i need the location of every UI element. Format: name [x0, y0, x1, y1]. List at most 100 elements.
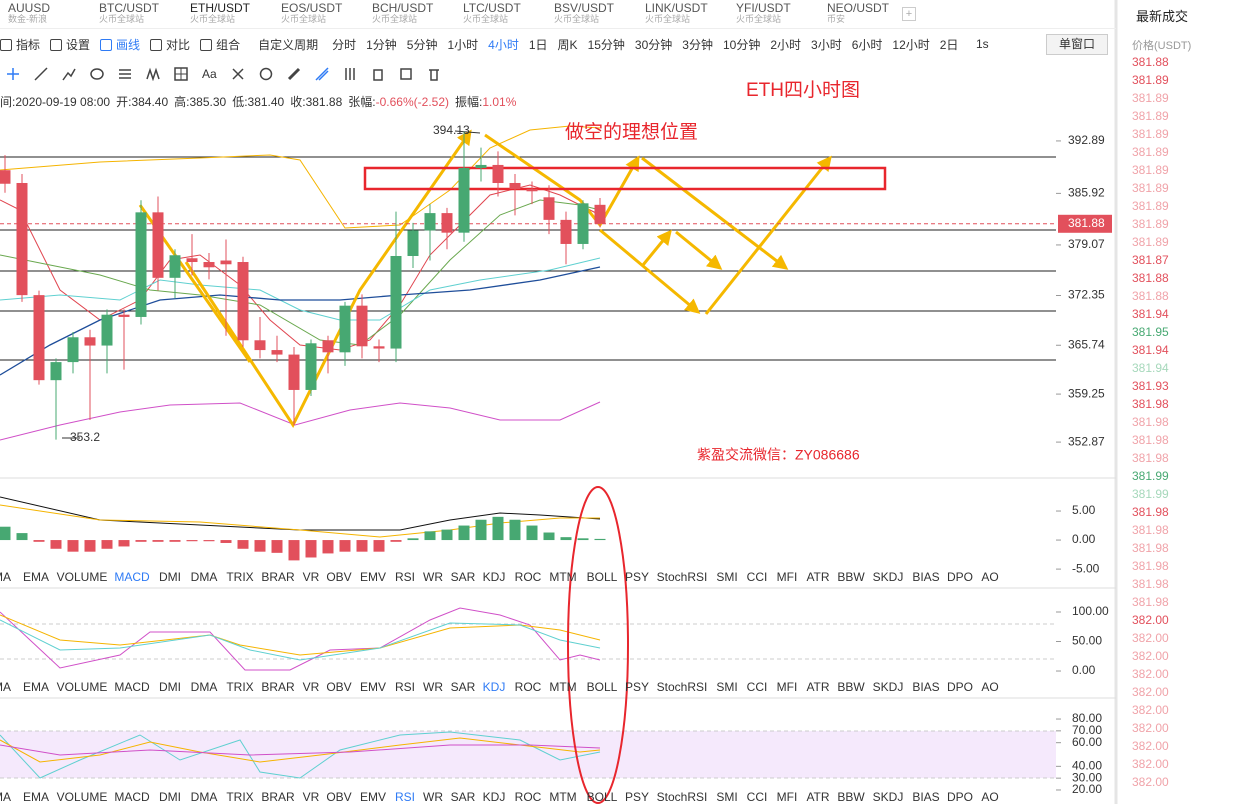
- indicator-tab[interactable]: ROC: [515, 570, 542, 584]
- period-button[interactable]: 周K: [557, 37, 578, 52]
- indicator-tab[interactable]: WR: [423, 570, 443, 584]
- indicator-tab[interactable]: VOLUME: [57, 570, 108, 584]
- indicator-tab[interactable]: RSI: [395, 790, 415, 804]
- indicator-tab[interactable]: MACD: [114, 570, 150, 584]
- period-button[interactable]: 4小时: [488, 37, 519, 52]
- indicator-tab[interactable]: RSI: [395, 570, 415, 584]
- window-select[interactable]: 单窗口: [1046, 34, 1108, 55]
- indicator-tab[interactable]: DPO: [947, 570, 973, 584]
- indicator-tab[interactable]: SMI: [716, 790, 737, 804]
- period-button[interactable]: 6小时: [851, 37, 883, 52]
- indicator-tab[interactable]: SMI: [716, 570, 737, 584]
- indicator-tab[interactable]: TRIX: [226, 790, 253, 804]
- indicator-tab[interactable]: AO: [981, 570, 998, 584]
- tab[interactable]: BTC/USDT 火币全球站: [91, 2, 182, 25]
- icon[interactable]: [427, 67, 441, 81]
- indicator-tab[interactable]: ATR: [806, 790, 829, 804]
- indicator-tab[interactable]: SAR: [451, 790, 476, 804]
- tab[interactable]: ETH/USDT 火币全球站: [182, 2, 273, 25]
- indicator-tab[interactable]: WR: [423, 790, 443, 804]
- indicator-tab[interactable]: RSI: [395, 680, 415, 694]
- add-tab[interactable]: +: [902, 7, 916, 21]
- period-button[interactable]: 5分钟: [406, 37, 438, 52]
- tool-button[interactable]: 对比: [150, 36, 190, 53]
- indicator-tab[interactable]: MTM: [549, 790, 576, 804]
- icon[interactable]: [231, 67, 245, 81]
- period-button[interactable]: 3小时: [811, 37, 842, 52]
- period-button[interactable]: 12小时: [892, 37, 930, 52]
- indicator-tab[interactable]: BBW: [837, 790, 865, 804]
- indicator-tab[interactable]: OBV: [326, 680, 351, 694]
- indicator-tab[interactable]: EMA: [23, 790, 49, 804]
- indicator-tab[interactable]: SMI: [716, 680, 737, 694]
- speed[interactable]: 1s: [976, 37, 989, 51]
- icon[interactable]: [6, 67, 20, 81]
- tab[interactable]: AUUSD 数金-新浪: [0, 2, 91, 25]
- indicator-tab[interactable]: DMA: [191, 570, 218, 584]
- indicator-tab[interactable]: SKDJ: [873, 680, 904, 694]
- icon[interactable]: [146, 67, 160, 81]
- indicator-tab[interactable]: CCI: [747, 570, 768, 584]
- tool-button[interactable]: 设置: [50, 36, 90, 53]
- indicator-tab[interactable]: BIAS: [912, 680, 939, 694]
- indicator-tab[interactable]: SAR: [451, 570, 476, 584]
- indicator-tab[interactable]: StochRSI: [657, 570, 708, 584]
- indicator-tab[interactable]: SKDJ: [873, 570, 904, 584]
- indicator-tab[interactable]: VR: [303, 680, 320, 694]
- indicator-tab[interactable]: BOLL: [587, 570, 618, 584]
- indicator-tab[interactable]: BRAR: [261, 570, 295, 584]
- indicator-tab[interactable]: BBW: [837, 570, 865, 584]
- indicator-tab[interactable]: AO: [981, 680, 998, 694]
- indicator-tab[interactable]: ROC: [515, 790, 542, 804]
- indicator-tab[interactable]: MACD: [114, 680, 150, 694]
- tool-button[interactable]: 画线: [100, 36, 140, 53]
- icon[interactable]: [343, 67, 357, 81]
- indicator-tab[interactable]: DMI: [159, 680, 181, 694]
- indicator-tab[interactable]: DMI: [159, 790, 181, 804]
- indicator-tab[interactable]: VOLUME: [57, 790, 108, 804]
- indicator-tab[interactable]: MACD: [114, 790, 150, 804]
- icon[interactable]: [90, 67, 104, 81]
- indicator-tab[interactable]: PSY: [625, 790, 649, 804]
- indicator-tab[interactable]: AO: [981, 790, 998, 804]
- icon[interactable]: [399, 67, 413, 81]
- icon[interactable]: [259, 67, 273, 81]
- indicator-tab[interactable]: EMV: [360, 570, 386, 584]
- indicator-tab[interactable]: ATR: [806, 570, 829, 584]
- indicator-tab[interactable]: WR: [423, 680, 443, 694]
- indicator-tab[interactable]: StochRSI: [657, 790, 708, 804]
- indicator-tab[interactable]: BOLL: [587, 790, 618, 804]
- indicator-tab[interactable]: OBV: [326, 790, 351, 804]
- indicator-tab[interactable]: BOLL: [587, 680, 618, 694]
- indicator-tab[interactable]: VOLUME: [57, 680, 108, 694]
- indicator-tab[interactable]: MA: [0, 570, 11, 584]
- indicator-tab[interactable]: CCI: [747, 680, 768, 694]
- indicator-tab[interactable]: CCI: [747, 790, 768, 804]
- period-button[interactable]: 2日: [939, 37, 959, 52]
- indicator-tab[interactable]: PSY: [625, 570, 649, 584]
- indicator-tab[interactable]: EMA: [23, 570, 49, 584]
- indicator-tab[interactable]: MA: [0, 680, 11, 694]
- tab[interactable]: BSV/USDT 火币全球站: [546, 2, 637, 25]
- indicator-tab[interactable]: DMA: [191, 680, 218, 694]
- tab[interactable]: EOS/USDT 火币全球站: [273, 2, 364, 25]
- indicator-tab[interactable]: EMV: [360, 790, 386, 804]
- indicator-tab[interactable]: MFI: [777, 680, 798, 694]
- tab[interactable]: BCH/USDT 火币全球站: [364, 2, 455, 25]
- icon[interactable]: [371, 67, 385, 81]
- indicator-tab[interactable]: StochRSI: [657, 680, 708, 694]
- indicator-tab[interactable]: BRAR: [261, 680, 295, 694]
- indicator-tab[interactable]: SAR: [451, 680, 476, 694]
- indicator-tab[interactable]: MA: [0, 790, 11, 804]
- indicator-tab[interactable]: ROC: [515, 680, 542, 694]
- indicator-tab[interactable]: OBV: [326, 570, 351, 584]
- indicator-tab[interactable]: BIAS: [912, 570, 939, 584]
- icon[interactable]: [118, 67, 132, 81]
- indicator-tab[interactable]: TRIX: [226, 680, 253, 694]
- indicator-tab[interactable]: EMV: [360, 680, 386, 694]
- indicator-tab[interactable]: MFI: [777, 790, 798, 804]
- period-button[interactable]: 30分钟: [634, 37, 673, 52]
- period-button[interactable]: 3分钟: [682, 37, 713, 52]
- tab[interactable]: LINK/USDT 火币全球站: [637, 2, 728, 25]
- period-button[interactable]: 15分钟: [587, 37, 625, 52]
